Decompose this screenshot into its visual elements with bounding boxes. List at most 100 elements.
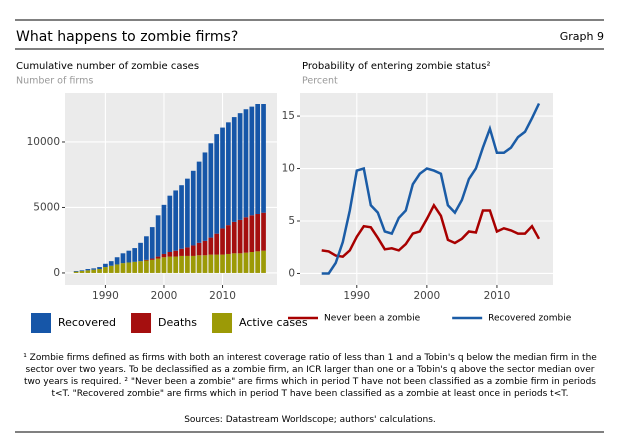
bar [108, 261, 114, 266]
chart-title: Cumulative number of zombie cases [16, 61, 199, 72]
bar [114, 264, 120, 273]
bar [237, 219, 243, 254]
bar [249, 251, 255, 273]
bar [97, 267, 102, 270]
chart-subtitle: Percent [302, 76, 338, 87]
bar [190, 170, 196, 246]
bar [179, 185, 184, 249]
bar [185, 255, 190, 273]
bar [220, 127, 225, 229]
y-tick-label: 15 [282, 110, 295, 122]
bar [190, 255, 196, 273]
bar [255, 214, 261, 252]
bar [161, 204, 167, 254]
bar [138, 261, 143, 273]
legend-label: Recovered [58, 316, 116, 329]
bar [231, 221, 237, 254]
bar [237, 113, 243, 220]
bar [173, 256, 179, 273]
bar [132, 261, 138, 273]
chart-subtitle: Number of firms [16, 76, 93, 87]
bar [208, 237, 214, 255]
bar [138, 242, 143, 262]
bar [202, 152, 208, 241]
legend-swatch [131, 313, 152, 333]
bar [214, 254, 220, 273]
bar [155, 256, 161, 259]
bar [237, 253, 243, 273]
chart-title: Probability of entering zombie status² [302, 61, 490, 72]
x-tick-label: 2010 [484, 290, 511, 302]
bar [161, 253, 167, 258]
bar [202, 255, 208, 273]
bar [167, 251, 173, 257]
y-tick-label: 10000 [27, 136, 60, 148]
bar [208, 143, 214, 238]
y-tick-label: 0 [53, 267, 60, 279]
line [321, 102, 541, 275]
bar [155, 258, 161, 273]
bar [179, 248, 184, 256]
bar [261, 104, 266, 213]
legend-label: Recovered zombie [488, 314, 572, 324]
legend-label: Never been a zombie [324, 314, 421, 324]
bar [243, 109, 249, 218]
y-tick-label: 0 [288, 267, 295, 279]
bar [108, 265, 114, 273]
bar [208, 254, 214, 273]
footnote: ¹ Zombie firms defined as firms with bot… [23, 353, 597, 399]
bar [173, 190, 179, 251]
x-tick-label: 1990 [343, 290, 370, 302]
bar [114, 257, 120, 265]
x-tick-label: 2000 [413, 290, 440, 302]
bar [220, 254, 225, 273]
bar [167, 256, 173, 273]
bar [226, 122, 231, 226]
bar [103, 267, 108, 273]
legend-swatch [212, 313, 233, 333]
bar [249, 106, 255, 216]
bar [226, 225, 231, 254]
bar [149, 258, 155, 260]
bar [85, 269, 91, 271]
bar [167, 195, 173, 252]
bar [261, 250, 266, 273]
bar [132, 248, 138, 262]
y-tick-label: 5 [288, 215, 295, 227]
bar [255, 251, 261, 273]
bar [202, 240, 208, 256]
bar [120, 263, 126, 273]
bar [144, 260, 149, 273]
x-tick-label: 2010 [209, 290, 236, 302]
bar [79, 270, 85, 271]
bar [144, 236, 149, 260]
y-tick-label: 5000 [33, 201, 60, 213]
bar [185, 247, 190, 256]
bar [73, 271, 79, 273]
bar [91, 268, 97, 270]
legend-swatch [31, 313, 51, 333]
bar [120, 253, 126, 264]
bar [73, 270, 79, 272]
bar [255, 104, 261, 215]
bar [179, 255, 184, 273]
bar [103, 263, 108, 268]
bar [196, 242, 202, 256]
y-tick-label: 10 [282, 163, 295, 175]
bar [214, 134, 220, 234]
bar [149, 259, 155, 273]
legend-label: Deaths [158, 316, 197, 329]
bar [126, 262, 132, 273]
bar [85, 270, 91, 273]
bar [155, 215, 161, 257]
graph-label: Graph 9 [560, 30, 604, 43]
x-tick-label: 2000 [151, 290, 178, 302]
bar [243, 217, 249, 253]
bar [196, 255, 202, 273]
bar [79, 270, 85, 273]
bar [231, 253, 237, 273]
line [321, 202, 541, 259]
bar [91, 269, 97, 273]
